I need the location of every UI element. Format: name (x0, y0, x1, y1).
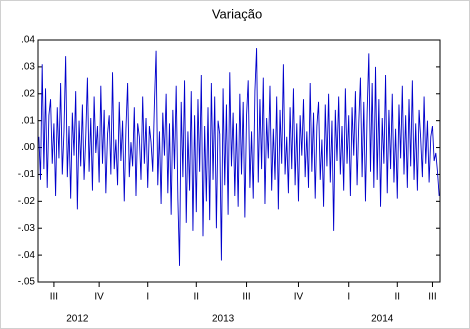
y-tick-label: .02 (21, 88, 35, 99)
quarter-label: IV (294, 292, 304, 303)
y-tick-label: .01 (21, 115, 35, 126)
year-label: 2012 (66, 314, 89, 325)
y-tick-label: .04 (21, 35, 35, 46)
year-label: 2014 (371, 314, 394, 325)
quarter-label: II (395, 292, 401, 303)
y-tick-label: .03 (21, 62, 35, 73)
year-label: 2013 (212, 314, 235, 325)
y-tick-label: -.02 (18, 196, 36, 207)
chart-title: Variação (212, 6, 262, 21)
quarter-label: III (242, 292, 250, 303)
y-tick-label: -.04 (18, 250, 36, 261)
y-tick-label: -.05 (18, 277, 36, 288)
y-tick-label: -.03 (18, 223, 36, 234)
y-tick-label: .00 (21, 142, 35, 153)
quarter-label: III (50, 292, 58, 303)
data-line (38, 48, 440, 266)
quarter-label: I (347, 292, 350, 303)
y-tick-label: -.01 (18, 169, 36, 180)
quarter-label: III (428, 292, 436, 303)
quarter-label: I (146, 292, 149, 303)
quarter-label: II (194, 292, 200, 303)
quarter-label: IV (94, 292, 104, 303)
